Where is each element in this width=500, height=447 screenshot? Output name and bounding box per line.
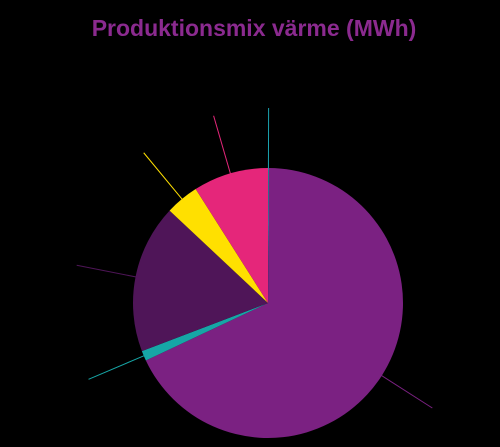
pie-slice [169,189,268,303]
pie-slice [141,303,268,361]
leader-line [213,115,232,176]
pie-slice [145,168,404,438]
chart-title: Produktionsmix värme (MWh) [92,15,417,41]
pie-slice [195,168,268,303]
leader-line [88,354,146,380]
pie-slice [268,168,269,303]
leader-line [143,152,184,201]
pie-slice [133,210,268,352]
leader-line [76,264,138,278]
leader-line [379,374,433,409]
